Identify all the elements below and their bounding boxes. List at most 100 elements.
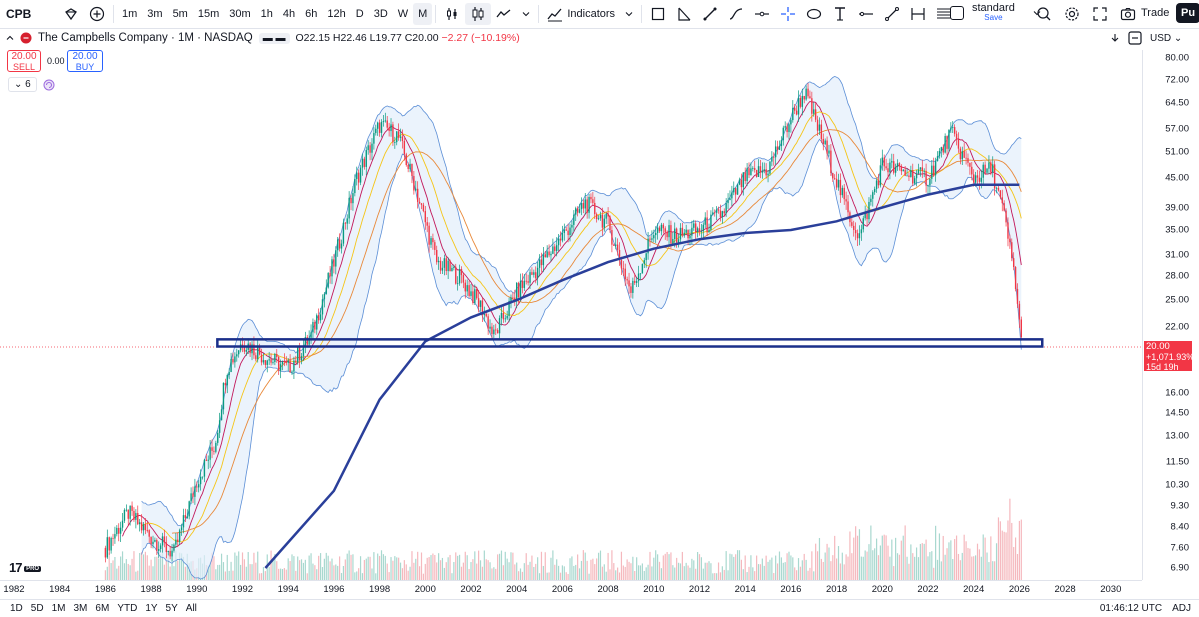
interval-15m[interactable]: 15m [197, 8, 220, 20]
chevron-down-icon[interactable] [517, 0, 535, 29]
price-tick: 39.00 [1165, 202, 1189, 214]
currency-selector[interactable]: USD ⌄ [1150, 32, 1183, 44]
volume-bar [693, 560, 695, 580]
price-range-tool-icon[interactable] [905, 0, 931, 29]
candle-body [474, 289, 476, 303]
download-arrow-icon[interactable] [1110, 33, 1120, 43]
time-tick: 2022 [917, 584, 939, 595]
volume-bar [954, 539, 956, 580]
horizontal-line-tool-icon[interactable] [749, 0, 775, 29]
time-tick: 2008 [597, 584, 619, 595]
interval-d[interactable]: D [355, 8, 364, 20]
alert-search-icon[interactable] [1036, 6, 1052, 22]
support-zone-box[interactable] [216, 338, 1044, 348]
range-ytd[interactable]: YTD [117, 603, 138, 614]
candle-body [319, 314, 322, 321]
layout-selector[interactable]: standard Save [950, 3, 1041, 23]
time-axis[interactable]: 1982 1984 1986 1988 1990 1992 1994 1996 1998 2000… [0, 580, 1142, 598]
buy-button[interactable]: 20.00 BUY [67, 50, 103, 72]
interval-3d[interactable]: 3D [373, 8, 388, 20]
layout-chevron-icon[interactable] [620, 0, 638, 29]
trend-line-tool-icon[interactable] [879, 0, 905, 29]
range-all[interactable]: All [185, 603, 197, 614]
indicator-toggle[interactable]: ⌄ 6 [8, 77, 37, 92]
volume-bar [306, 573, 308, 580]
volume-bar [959, 560, 961, 580]
fullscreen-icon[interactable] [1092, 6, 1108, 22]
candle-body [392, 124, 394, 143]
compare-add-icon[interactable] [84, 0, 110, 29]
clock[interactable]: 01:46:12 UTC [1099, 603, 1163, 614]
fib-tool-icon[interactable] [931, 0, 957, 29]
volume-bar [352, 554, 354, 580]
candle-body [1009, 238, 1011, 243]
bar-style-icon[interactable] [439, 0, 465, 29]
interval-m[interactable]: M [413, 3, 433, 25]
interval-1h[interactable]: 1h [260, 8, 273, 20]
curve-tool-icon[interactable] [723, 0, 749, 29]
candle-body [689, 235, 691, 239]
ellipse-tool-icon[interactable] [801, 0, 827, 29]
volume-bar [359, 556, 362, 580]
text-tool-icon[interactable] [827, 0, 853, 29]
lock-scale-icon[interactable] [1128, 31, 1142, 45]
settings-icon[interactable] [1064, 6, 1080, 22]
interval-w[interactable]: W [397, 8, 409, 20]
volume-bar [329, 561, 331, 580]
symbol-search[interactable]: CPB [6, 7, 32, 21]
refresh-icon[interactable] [43, 79, 55, 91]
price-axis[interactable]: 80.00 72.00 64.50 57.00 51.00 45.00 39.00 35.00… [1142, 50, 1199, 580]
ray-tool-icon[interactable] [853, 0, 879, 29]
interval-6h[interactable]: 6h [305, 8, 318, 20]
volume-bar [666, 552, 668, 580]
price-chart[interactable] [0, 30, 1142, 580]
rectangle-tool-icon[interactable] [645, 0, 671, 29]
adjust-toggle[interactable]: ADJ [1172, 603, 1191, 614]
range-1y[interactable]: 1Y [145, 603, 158, 614]
volume-bar [533, 566, 535, 580]
brush-tool-icon[interactable] [697, 0, 723, 29]
range-6m[interactable]: 6M [95, 603, 110, 614]
volume-bar [104, 570, 106, 580]
candle-body [456, 283, 459, 285]
crosshair-tool-icon[interactable] [775, 0, 801, 29]
candle-body [316, 315, 318, 330]
candle-body [704, 217, 706, 225]
candle-body [938, 150, 941, 157]
interval-3m[interactable]: 3m [147, 8, 163, 20]
price-tick: 22.00 [1165, 321, 1189, 333]
range-1d[interactable]: 1D [10, 603, 23, 614]
buy-price: 20.00 [72, 51, 98, 62]
publish-button[interactable]: Pu [1176, 3, 1199, 23]
candle-body [780, 140, 783, 147]
range-3m[interactable]: 3M [73, 603, 88, 614]
interval-4h[interactable]: 4h [282, 8, 296, 20]
interval-30m[interactable]: 30m [229, 8, 251, 20]
range-1m[interactable]: 1M [51, 603, 66, 614]
pitchfork-tool-icon[interactable] [671, 0, 697, 29]
volume-bar [908, 563, 910, 580]
trade-button[interactable]: Trade [1141, 7, 1170, 19]
interval-5m[interactable]: 5m [172, 8, 188, 20]
layout-chevron-icon[interactable] [1033, 9, 1041, 17]
symbol-icon[interactable] [58, 0, 84, 29]
volume-bar [658, 561, 661, 580]
candle-body [967, 158, 969, 163]
sell-button[interactable]: 20.00 SELL [7, 50, 41, 72]
interval-1m[interactable]: 1m [122, 8, 138, 20]
candle-body [167, 550, 169, 553]
volume-bar [436, 562, 438, 580]
candle-body [230, 358, 232, 373]
candles-icon[interactable] [465, 3, 492, 25]
legend-eye-icon[interactable]: ▬ ▬ [258, 32, 290, 44]
candle-body [717, 209, 720, 211]
range-5y[interactable]: 5Y [165, 603, 178, 614]
indicators-button[interactable]: Indicators [542, 0, 620, 29]
candle-body [917, 169, 920, 174]
camera-icon[interactable] [1120, 6, 1136, 22]
line-chart-icon[interactable] [491, 0, 517, 29]
collapse-chevron-icon[interactable] [6, 34, 14, 42]
candle-body [363, 158, 366, 167]
interval-12h[interactable]: 12h [327, 8, 346, 20]
range-5d[interactable]: 5D [30, 603, 44, 614]
